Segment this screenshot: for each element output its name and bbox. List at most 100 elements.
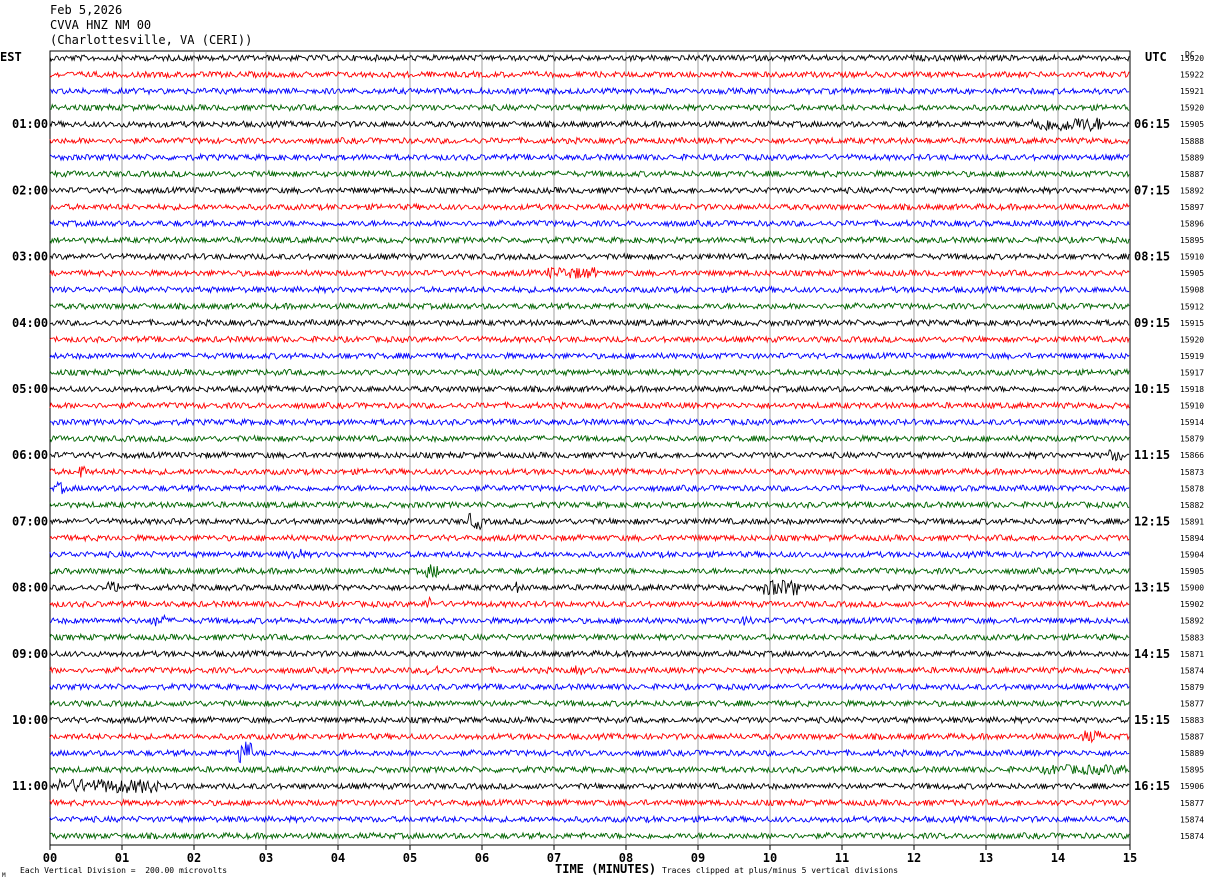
dc-offset-label: 15878 [1180,484,1204,493]
dc-offset-label: 15917 [1180,368,1204,377]
dc-offset-label: 15918 [1180,385,1204,394]
trace-line [49,152,1130,162]
trace-line [49,318,1130,328]
trace-line [49,664,1130,676]
dc-offset-label: 15922 [1180,71,1204,80]
x-tick-label: 12 [907,851,921,865]
left-hour-label: 07:00 [12,514,48,528]
trace-line [49,351,1130,361]
dc-offset-label: 15883 [1180,633,1204,642]
left-hour-label: 09:00 [12,647,48,661]
trace-line [49,649,1130,659]
dc-offset-label: 15920 [1180,104,1204,113]
left-hour-label: 01:00 [12,117,48,131]
x-tick-label: 08 [619,851,633,865]
dc-offset-label: 15908 [1180,286,1204,295]
dc-offset-label: 15874 [1180,666,1204,675]
trace-line [49,831,1130,841]
trace-line [49,814,1130,825]
dc-offset-label: 15905 [1180,567,1204,576]
trace-line [49,284,1130,295]
trace-line [49,465,1130,478]
dc-offset-label: 15874 [1180,832,1204,841]
trace-line [49,715,1130,725]
trace-line [49,301,1130,311]
clip-note: Traces clipped at plus/minus 5 vertical … [662,866,899,875]
x-tick-label: 09 [691,851,705,865]
dc-offset-label: 15920 [1180,54,1204,63]
dc-offset-label: 15900 [1180,584,1204,593]
trace-line [49,252,1130,262]
x-tick-label: 11 [835,851,849,865]
trace-line [49,798,1130,808]
dc-offset-label: 15887 [1180,170,1204,179]
left-hour-label: 04:00 [12,316,48,330]
dc-offset-label: 15883 [1180,716,1204,725]
dc-offset-label: 15874 [1180,815,1204,824]
right-hour-label: 08:15 [1134,250,1170,264]
x-tick-label: 04 [331,851,345,865]
dc-offset-label: 15879 [1180,683,1204,692]
dc-offset-label: 15866 [1180,451,1204,460]
right-hour-label: 15:15 [1134,713,1170,727]
trace-group [49,53,1130,841]
left-hour-label: 10:00 [12,713,48,727]
dc-offset-label: 15894 [1180,534,1204,543]
dc-offset-label: 15892 [1180,186,1204,195]
right-hour-label: 14:15 [1134,647,1170,661]
trace-line [49,512,1130,531]
plot-frame [49,50,1131,846]
dc-offset-label: 15910 [1180,253,1204,262]
station-code: CVVA HNZ NM 00 [50,18,152,32]
dc-offset-label: 15871 [1180,650,1204,659]
trace-line [49,480,1130,495]
right-hour-label: 10:15 [1134,382,1170,396]
trace-line [49,169,1130,179]
trace-line [49,367,1130,377]
trace-line [49,86,1130,96]
x-tick-label: 14 [1051,851,1065,865]
trace-line [49,595,1130,609]
scale-note: Each Vertical Division = 200.00 microvol… [20,866,228,875]
dc-offset-label: 15895 [1180,236,1204,245]
dc-offset-label: 15879 [1180,435,1204,444]
trace-line [49,117,1130,133]
x-tick-label: 10 [763,851,777,865]
x-tick-label: 00 [43,851,57,865]
right-hour-label: 16:15 [1134,779,1170,793]
trace-line [49,70,1130,80]
trace-line [49,202,1130,212]
right-timezone-label: UTC [1145,50,1167,64]
trace-line [49,449,1130,462]
dc-header-label: DC [1185,50,1195,59]
trace-line [49,613,1130,627]
trace-line [49,741,1130,764]
dc-offset-label: 15889 [1180,153,1204,162]
left-hour-label: 11:00 [12,779,48,793]
dc-offset-label: 15904 [1180,551,1204,560]
dc-offset-label: 15891 [1180,517,1204,526]
dc-offset-label: 15919 [1180,352,1204,361]
trace-line [49,334,1130,345]
left-hour-label: 08:00 [12,581,48,595]
dc-offset-label: 15887 [1180,733,1204,742]
trace-line [49,235,1130,245]
dc-offset-label: 15912 [1180,302,1204,311]
trace-line [49,185,1130,196]
x-axis-title: TIME (MINUTES) [555,862,657,876]
trace-line [49,136,1130,146]
dc-offset-label: 15902 [1180,600,1204,609]
x-tick-label: 05 [403,851,417,865]
x-tick-label: 02 [187,851,201,865]
trace-line [49,434,1130,444]
trace-line [49,218,1130,228]
plot-date: Feb 5,2026 [50,3,123,17]
trace-line [49,698,1130,709]
x-tick-label: 03 [259,851,273,865]
dc-offset-label: 15882 [1180,501,1204,510]
trace-line [49,548,1130,560]
dc-offset-label: 15915 [1180,319,1204,328]
dc-offset-label: 15920 [1180,335,1204,344]
trace-line [49,564,1130,579]
right-hour-label: 13:15 [1134,581,1170,595]
